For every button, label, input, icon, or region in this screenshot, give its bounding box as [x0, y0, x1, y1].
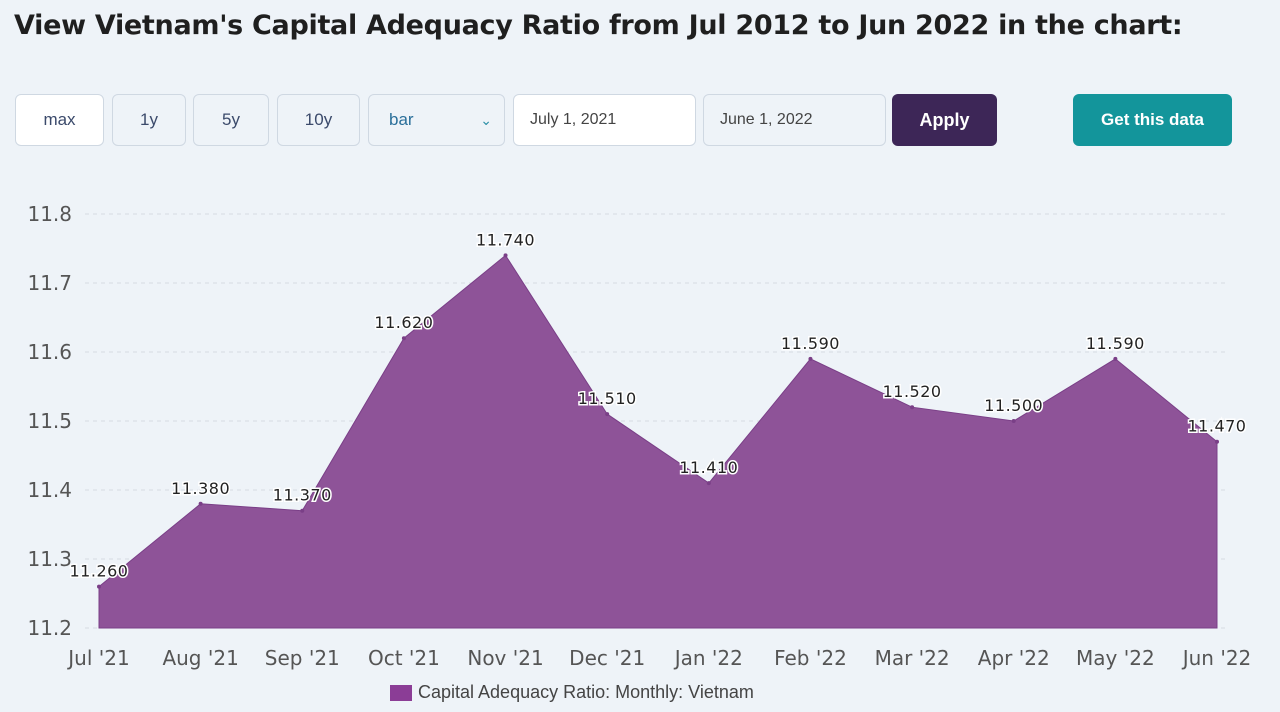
start-date-input[interactable]: July 1, 2021 — [513, 94, 696, 146]
y-tick-label: 11.3 — [27, 547, 72, 571]
data-label: 11.620 — [374, 313, 433, 332]
x-tick-label: Nov '21 — [467, 646, 543, 670]
chevron-down-icon: ⌄ — [480, 111, 492, 128]
data-point — [910, 405, 915, 410]
data-label: 11.410 — [679, 458, 738, 477]
data-point — [1215, 439, 1219, 444]
apply-button[interactable]: Apply — [892, 94, 997, 146]
y-tick-label: 11.6 — [27, 340, 72, 364]
legend-swatch — [390, 684, 412, 701]
data-point — [706, 481, 711, 486]
data-point — [97, 584, 101, 589]
data-point — [808, 356, 813, 361]
x-tick-label: Sep '21 — [265, 646, 340, 670]
data-point — [401, 336, 406, 341]
chart-legend[interactable]: Capital Adequacy Ratio: Monthly: Vietnam — [390, 682, 754, 703]
x-tick-label: Jul '21 — [66, 646, 129, 670]
data-label: 11.590 — [1086, 334, 1145, 353]
data-label: 11.520 — [883, 382, 942, 401]
data-label: 11.370 — [273, 486, 332, 505]
data-label: 11.740 — [476, 230, 535, 249]
x-tick-label: Jan '22 — [673, 646, 743, 670]
x-tick-label: Jun '22 — [1181, 646, 1252, 670]
x-tick-label: May '22 — [1076, 646, 1155, 670]
y-tick-label: 11.2 — [27, 616, 72, 640]
data-point — [1011, 419, 1016, 423]
x-tick-label: Apr '22 — [978, 646, 1050, 670]
x-tick-label: Mar '22 — [875, 646, 950, 670]
data-point — [1113, 356, 1118, 361]
range-1y-button[interactable]: 1y — [112, 94, 186, 146]
data-label: 11.510 — [578, 389, 637, 408]
chart-type-value: bar — [389, 110, 414, 129]
data-label: 11.470 — [1188, 417, 1247, 436]
data-point — [503, 253, 508, 258]
data-label: 11.590 — [781, 334, 840, 353]
range-5y-button[interactable]: 5y — [193, 94, 269, 146]
y-tick-label: 11.7 — [27, 271, 72, 295]
data-point — [300, 508, 305, 513]
data-point — [198, 501, 203, 506]
get-data-button[interactable]: Get this data — [1073, 94, 1232, 146]
range-max-button[interactable]: max — [15, 94, 104, 146]
data-label: 11.380 — [171, 479, 230, 498]
area-chart: 11.2 11.3 11.4 11.5 11.6 11.7 11.8 11.260 11.380… — [27, 202, 1252, 670]
range-10y-button[interactable]: 10y — [277, 94, 360, 146]
end-date-input[interactable]: June 1, 2022 — [703, 94, 886, 146]
x-tick-label: Dec '21 — [569, 646, 645, 670]
y-tick-label: 11.8 — [27, 202, 72, 226]
x-tick-label: Oct '21 — [368, 646, 440, 670]
y-tick-label: 11.5 — [27, 409, 72, 433]
data-point — [605, 412, 610, 417]
x-tick-label: Feb '22 — [774, 646, 847, 670]
y-tick-label: 11.4 — [27, 478, 72, 502]
data-label: 11.260 — [70, 562, 129, 581]
chart-type-select[interactable]: bar ⌄ — [368, 94, 505, 146]
data-label: 11.500 — [984, 396, 1043, 415]
x-tick-label: Aug '21 — [162, 646, 238, 670]
legend-label: Capital Adequacy Ratio: Monthly: Vietnam — [418, 682, 754, 702]
page-title: View Vietnam's Capital Adequacy Ratio fr… — [14, 10, 1183, 41]
area-series — [98, 254, 1218, 629]
